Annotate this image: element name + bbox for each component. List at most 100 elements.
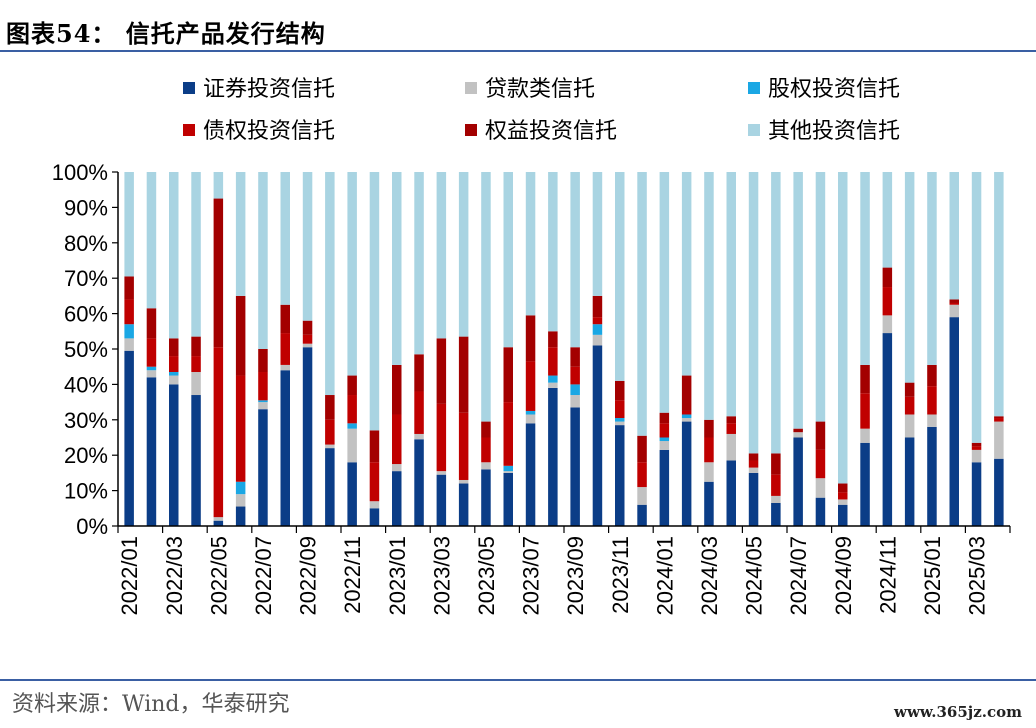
bar-segment bbox=[637, 487, 647, 505]
bar-segment bbox=[280, 304, 290, 334]
y-tick-label: 10% bbox=[64, 479, 108, 504]
y-tick-label: 20% bbox=[64, 443, 108, 468]
bar-segment bbox=[704, 481, 714, 526]
bar-segment bbox=[347, 375, 357, 396]
legend-label: 股权投资信托 bbox=[768, 77, 900, 102]
bar-segment bbox=[436, 172, 447, 339]
legend-swatch bbox=[465, 82, 477, 94]
bar-segment bbox=[392, 471, 402, 526]
bar-segment bbox=[815, 172, 826, 422]
bar-segment bbox=[994, 421, 1004, 459]
bar-segment bbox=[458, 483, 469, 526]
bar-segment bbox=[302, 334, 313, 344]
bar-segment bbox=[146, 366, 157, 371]
bar-segment bbox=[124, 350, 134, 526]
bar-segment bbox=[213, 517, 224, 521]
bar-segment bbox=[793, 172, 803, 429]
bar-segment bbox=[994, 418, 1004, 422]
bar-segment bbox=[146, 172, 157, 309]
bar-segment bbox=[458, 172, 469, 337]
bar-segment bbox=[592, 324, 603, 335]
bar-segment bbox=[414, 439, 424, 526]
bar-segment bbox=[838, 483, 848, 493]
bar-segment bbox=[347, 172, 357, 376]
bar-segment bbox=[927, 426, 937, 526]
bar-segment bbox=[458, 412, 469, 480]
x-tick-label: 2022/01 bbox=[117, 536, 142, 616]
y-tick-label: 0% bbox=[76, 514, 108, 539]
y-tick-label: 40% bbox=[64, 372, 108, 397]
bar-segment bbox=[838, 499, 848, 505]
bar-segment bbox=[481, 421, 491, 438]
x-tick-label: 2024/03 bbox=[697, 536, 722, 616]
bar-segment bbox=[771, 172, 781, 454]
bar-segment bbox=[481, 469, 491, 526]
bar-segment bbox=[592, 295, 603, 318]
bar-segment bbox=[347, 462, 357, 526]
bar-segment bbox=[882, 172, 893, 268]
bar-segment bbox=[971, 449, 982, 463]
bar-segment bbox=[302, 172, 313, 321]
bar-segment bbox=[860, 428, 870, 443]
bar-segment bbox=[392, 464, 402, 472]
bar-segment bbox=[815, 421, 826, 450]
x-tick-label: 2023/01 bbox=[385, 536, 410, 616]
bar-segment bbox=[548, 331, 558, 348]
bar-segment bbox=[570, 384, 580, 396]
figure-title: 图表54： 信托产品发行结构 bbox=[6, 19, 326, 48]
bar-segment bbox=[748, 472, 759, 526]
y-tick-label: 70% bbox=[64, 266, 108, 291]
legend-label: 其他投资信托 bbox=[768, 119, 900, 144]
bar-segment bbox=[570, 366, 580, 385]
bar-segment bbox=[414, 172, 424, 355]
bar-segment bbox=[882, 267, 893, 288]
bar-segment bbox=[258, 372, 268, 401]
bar-segment bbox=[882, 315, 893, 334]
legend-swatch bbox=[748, 124, 760, 136]
bar-segment bbox=[637, 172, 647, 436]
bar-segment bbox=[815, 478, 826, 498]
bar-segment bbox=[860, 172, 870, 365]
bar-segment bbox=[325, 444, 335, 449]
bottom-rule bbox=[0, 679, 1036, 681]
bar-segment bbox=[458, 479, 469, 484]
bar-segment bbox=[347, 428, 357, 463]
bar-segment bbox=[235, 295, 246, 376]
bar-segment bbox=[681, 375, 692, 411]
bar-segment bbox=[258, 409, 268, 526]
bar-segment bbox=[481, 462, 491, 470]
bar-segment bbox=[191, 172, 201, 337]
x-tick-label: 2024/11 bbox=[875, 536, 900, 614]
bar-segment bbox=[191, 395, 201, 526]
bar-segment bbox=[748, 172, 759, 454]
bar-segment bbox=[481, 172, 491, 422]
bar-segment bbox=[325, 172, 335, 396]
bar-segment bbox=[392, 414, 402, 465]
bar-segment bbox=[213, 172, 224, 199]
bar-segment bbox=[124, 299, 134, 325]
bar-segment bbox=[815, 449, 826, 479]
bar-segment bbox=[235, 506, 246, 526]
x-tick-label: 2023/05 bbox=[474, 536, 499, 616]
bar-segment bbox=[681, 414, 692, 419]
bar-segment bbox=[369, 430, 380, 463]
bar-segment bbox=[615, 418, 625, 422]
bar-segment bbox=[815, 497, 826, 526]
watermark: www.365jz.com bbox=[894, 703, 1022, 721]
bar-segment bbox=[436, 338, 447, 404]
bar-segment bbox=[124, 172, 134, 277]
bar-segment bbox=[860, 442, 870, 526]
bar-segment bbox=[860, 393, 870, 429]
bar-segment bbox=[904, 382, 915, 397]
bar-segment bbox=[258, 402, 268, 410]
top-rule bbox=[0, 50, 1036, 52]
bar-segment bbox=[659, 423, 670, 438]
x-tick-label: 2022/07 bbox=[251, 536, 276, 616]
bar-segment bbox=[927, 386, 937, 415]
bar-segment bbox=[659, 437, 670, 442]
bar-segment bbox=[748, 460, 759, 468]
bar-segment bbox=[280, 333, 290, 365]
x-tick-label: 2025/03 bbox=[965, 536, 990, 616]
x-tick-label: 2023/11 bbox=[608, 536, 633, 614]
bar-segment bbox=[213, 520, 224, 526]
